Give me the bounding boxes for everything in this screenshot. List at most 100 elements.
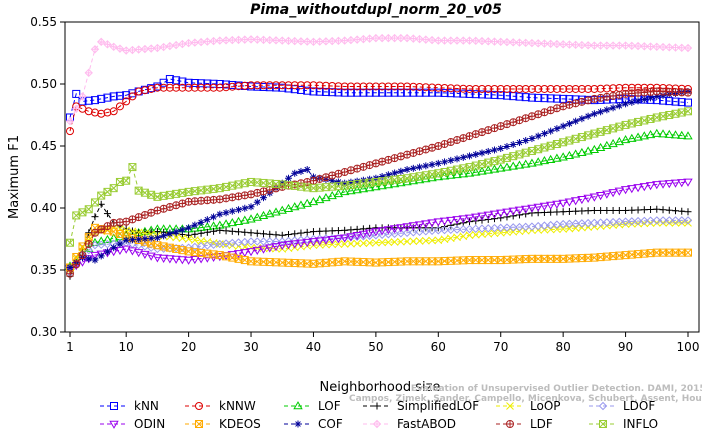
data-point-simplifiedlof (141, 228, 149, 236)
data-point-ldof (452, 225, 462, 234)
data-point-lof (614, 136, 625, 146)
data-point-simplifiedlof (584, 207, 592, 215)
data-point-simplifiedlof (590, 206, 598, 214)
data-point-knn (315, 87, 324, 96)
data-point-knnw (428, 83, 437, 92)
data-point-cof (228, 207, 236, 215)
data-point-ldof (384, 230, 393, 239)
data-point-loop (359, 239, 368, 248)
data-point-knnw (365, 82, 374, 91)
data-point-odin (358, 230, 369, 239)
legend-swatch-marker (293, 401, 303, 410)
data-point-simplifiedlof (153, 228, 161, 236)
data-point-knnw (122, 97, 131, 106)
data-point-simplifiedlof (640, 206, 648, 214)
data-point-loop (378, 238, 386, 247)
data-point-ldof (521, 222, 530, 232)
data-point-ldf (103, 222, 112, 231)
data-point-loop (578, 223, 586, 232)
data-point-odin (464, 214, 475, 223)
x-tick-label: 90 (618, 340, 633, 354)
data-point-loop (559, 225, 568, 233)
data-point-cof (128, 236, 136, 244)
data-point-simplifiedlof (509, 212, 517, 220)
data-point-loop (384, 238, 393, 247)
data-point-simplifiedlof (222, 227, 230, 235)
data-point-cof (559, 122, 567, 130)
legend-item-knn: kNN (100, 399, 159, 413)
data-point-knnw (234, 82, 243, 91)
data-point-knn (197, 79, 206, 88)
data-point-fastabod (134, 45, 143, 54)
data-point-odin (608, 189, 618, 198)
data-point-knn (184, 78, 193, 87)
data-point-knn (484, 90, 493, 99)
data-point-cof (122, 236, 130, 244)
data-point-cof (235, 206, 243, 214)
legend-swatch-marker (195, 402, 203, 410)
data-point-cof (609, 104, 617, 112)
data-point-knn (303, 86, 312, 95)
data-point-fastabod (159, 42, 168, 52)
data-point-loop (565, 224, 574, 233)
data-point-ldof (396, 229, 406, 238)
data-point-ldof (502, 223, 512, 232)
data-point-ldof (583, 218, 593, 228)
data-point-ldf (590, 94, 599, 103)
data-point-ldof (577, 219, 587, 228)
series-ldf (66, 87, 692, 278)
data-point-ldof (552, 220, 562, 229)
data-point-simplifiedlof (522, 210, 530, 218)
data-point-cof (191, 221, 199, 229)
x-tick-label: 80 (556, 340, 571, 354)
data-point-knnw (315, 81, 324, 90)
legend-item-lof: LOF (284, 399, 341, 413)
data-point-loop (490, 229, 499, 238)
data-point-knn (540, 94, 549, 103)
data-point-knnw (559, 84, 568, 93)
data-point-odin (346, 233, 356, 242)
data-point-ldf (609, 91, 618, 100)
data-point-fastabod (140, 44, 150, 54)
data-point-cof (622, 100, 630, 108)
legend-label: LOF (318, 399, 341, 413)
data-point-simplifiedlof (203, 228, 211, 236)
data-point-fastabod (409, 34, 418, 43)
data-point-ldf (428, 143, 437, 152)
data-point-kdeos (684, 248, 692, 257)
data-point-ldf (72, 260, 81, 269)
data-point-odin (533, 203, 543, 212)
data-point-ldof (677, 216, 686, 225)
legend-item-inflo: INFLO (589, 417, 658, 431)
data-point-lof (314, 194, 325, 204)
data-point-loop (197, 237, 205, 245)
data-point-knn (421, 88, 430, 97)
data-point-odin (240, 249, 250, 258)
data-point-lof (502, 162, 512, 171)
data-point-ldf (215, 195, 224, 204)
data-point-cof (185, 224, 193, 232)
data-point-loop (347, 239, 355, 248)
data-point-ldof (546, 220, 555, 230)
data-point-cof (97, 252, 105, 260)
legend-item-kdeos: KDEOS (185, 417, 261, 431)
plot-frame (64, 21, 700, 333)
data-point-ldof (496, 223, 505, 233)
data-point-odin (670, 179, 681, 188)
data-point-odin (171, 255, 181, 264)
data-point-simplifiedlof (578, 207, 586, 215)
data-point-simplifiedlof (553, 208, 561, 216)
data-point-odin (333, 235, 344, 244)
data-point-ldof (221, 239, 231, 248)
data-point-ldf (66, 269, 74, 278)
data-point-odin (458, 215, 468, 224)
data-point-odin (389, 225, 400, 234)
data-point-knn (515, 92, 524, 101)
x-tick-label: 20 (181, 340, 196, 354)
data-point-loop (546, 225, 555, 234)
legend-swatch-marker (506, 420, 514, 428)
data-point-ldof (515, 222, 524, 232)
data-point-ldof (215, 239, 225, 249)
data-point-knn (453, 89, 462, 98)
data-point-ldof (271, 237, 281, 246)
